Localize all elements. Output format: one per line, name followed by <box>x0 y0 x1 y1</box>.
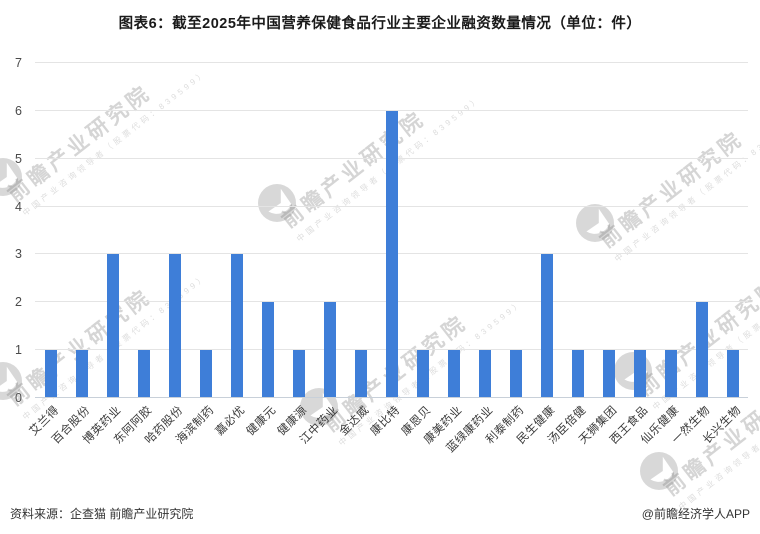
y-tick-label-0: 0 <box>15 391 22 405</box>
bar-长兴生物 <box>726 350 739 397</box>
bar-金达威 <box>354 350 367 397</box>
bar-仙乐健康 <box>664 350 677 397</box>
gridline-6 <box>35 109 748 111</box>
bar-艾兰得 <box>44 350 57 397</box>
gridline-0 <box>35 397 748 398</box>
y-tick-label-5: 5 <box>15 151 22 166</box>
chart-title: 图表6：截至2025年中国营养保健食品行业主要企业融资数量情况（单位：件） <box>118 16 642 32</box>
plot-area <box>35 62 748 398</box>
bar-一然生物 <box>695 302 708 397</box>
bar-利泰制药 <box>509 350 522 397</box>
bar-健康源 <box>292 350 305 397</box>
bar-嘉必优 <box>230 254 243 397</box>
bar-康美药业 <box>447 350 460 397</box>
y-tick-label-7: 7 <box>15 56 22 70</box>
bar-江中药业 <box>323 302 336 397</box>
credit-text: @前瞻经济学人APP <box>641 507 750 521</box>
bar-哈药股份 <box>168 254 181 397</box>
y-tick-label-3: 3 <box>15 247 22 262</box>
gridline-7 <box>35 62 748 63</box>
bar-东阿阿胶 <box>137 350 150 397</box>
y-tick-label-2: 2 <box>15 295 22 310</box>
y-tick-label-1: 1 <box>15 343 22 358</box>
bar-民生健康 <box>540 254 553 397</box>
bar-海滨制药 <box>199 350 212 397</box>
bar-百合股份 <box>75 350 88 397</box>
bar-博英药业 <box>106 254 119 397</box>
bar-康比特 <box>385 110 398 397</box>
bar-健康元 <box>261 302 274 397</box>
source-text: 资料来源：企查猫 前瞻产业研究院 <box>10 507 194 521</box>
bar-天狮集团 <box>602 350 615 397</box>
bar-康恩贝 <box>416 350 429 397</box>
y-axis: 0 1 2 3 4 5 6 7 <box>0 56 26 405</box>
y-tick-label-4: 4 <box>15 199 22 214</box>
bar-西王食品 <box>633 350 646 397</box>
bar-蓝绿康药业 <box>478 350 491 397</box>
y-tick-label-6: 6 <box>15 103 22 118</box>
bar-汤臣倍健 <box>571 350 584 397</box>
